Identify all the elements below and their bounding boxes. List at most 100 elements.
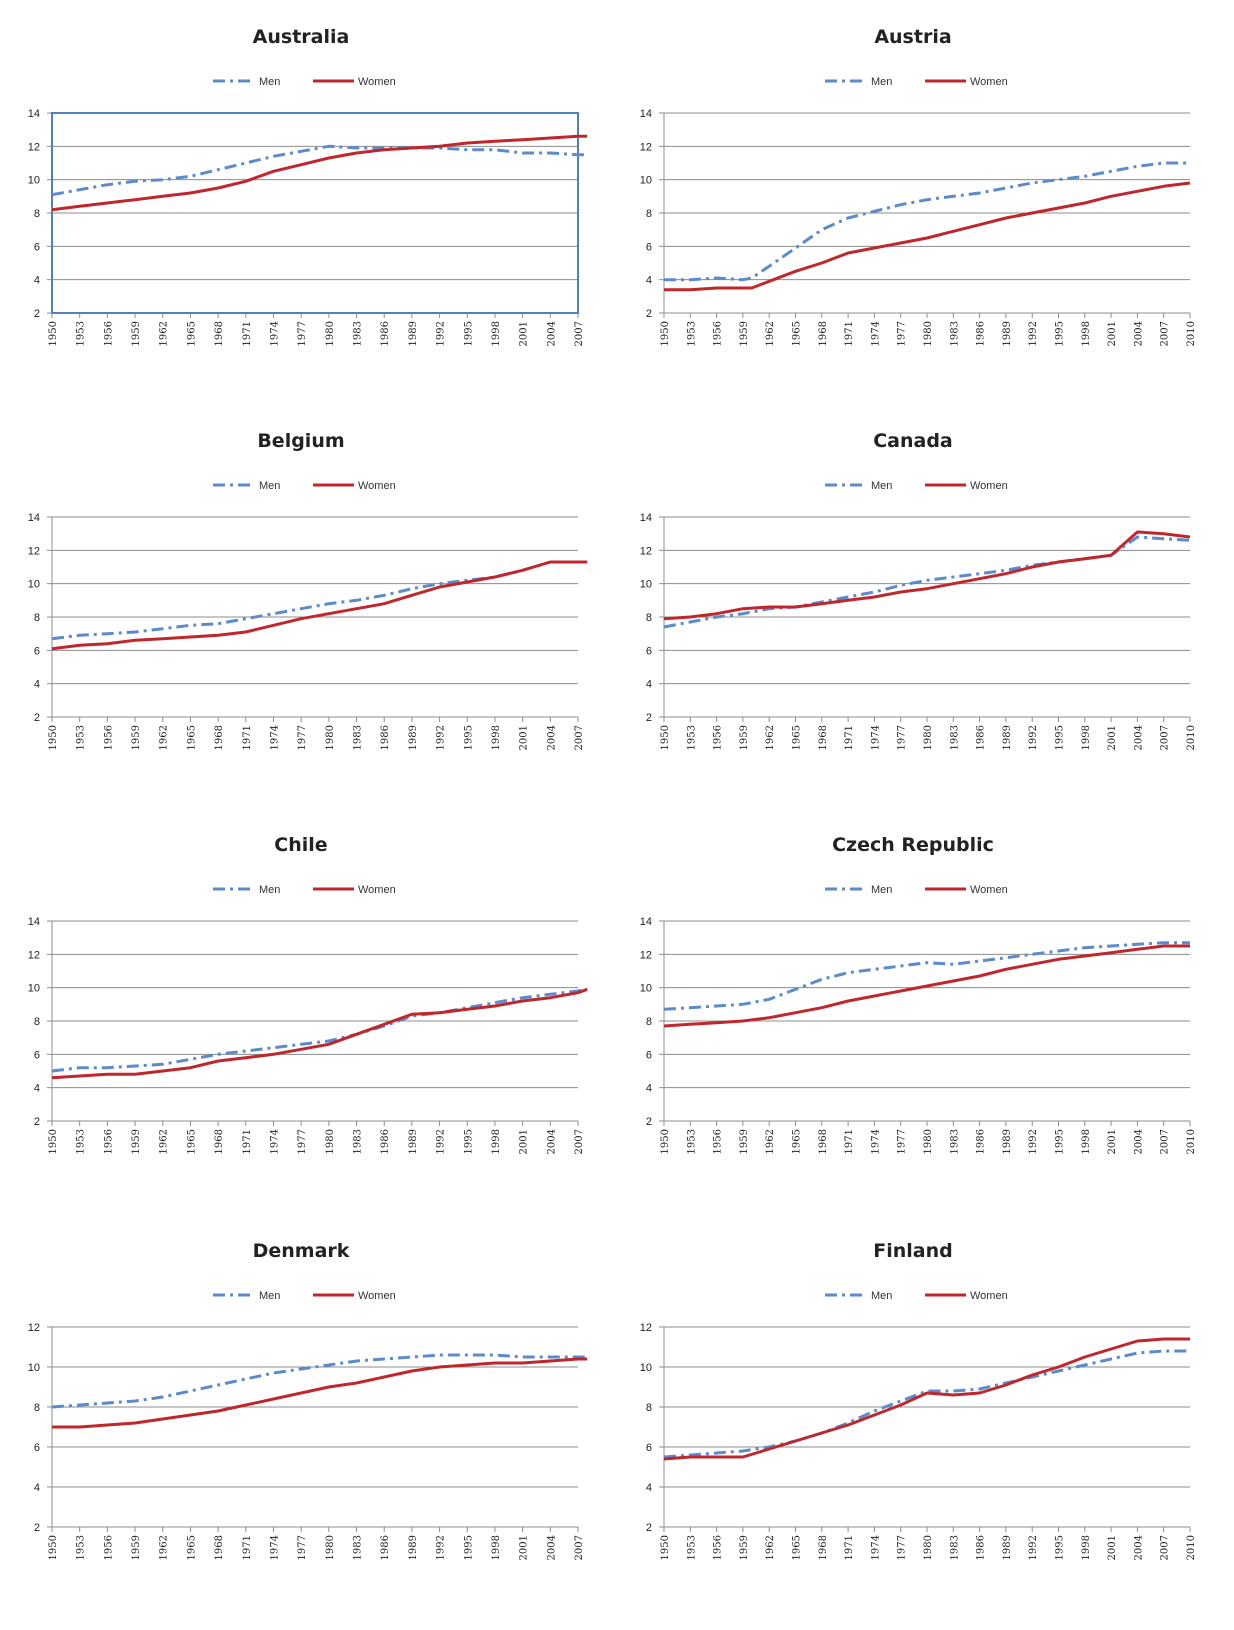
x-tick-label: 2001 (1107, 1535, 1118, 1560)
y-tick-label: 10 (640, 983, 652, 995)
legend-label-men: Men (259, 480, 280, 492)
y-tick-label: 10 (28, 1362, 40, 1374)
series-line-women (663, 1337, 1190, 1461)
x-tick-label: 1971 (242, 321, 253, 346)
x-tick-label: 1992 (436, 321, 447, 346)
x-tick-label: 2004 (546, 1535, 557, 1560)
x-tick-label: 1971 (242, 1535, 253, 1560)
x-tick-label: 2001 (519, 1535, 530, 1560)
y-tick-label: 8 (646, 612, 652, 624)
x-tick-label: 1983 (949, 725, 960, 750)
chart-title: Czech Republic (832, 834, 994, 856)
legend: Men Women (825, 1290, 1008, 1302)
x-tick-label: 1962 (159, 321, 170, 346)
legend-label-women: Women (970, 1290, 1008, 1302)
x-tick-label: 1956 (713, 725, 724, 750)
x-tick-label: 1983 (949, 321, 960, 346)
y-tick-label: 8 (34, 1402, 40, 1414)
y-tick-label: 8 (34, 612, 40, 624)
x-tick-label: 1998 (1081, 321, 1092, 346)
y-tick-label: 6 (646, 1442, 652, 1454)
y-tick-label: 2 (646, 712, 652, 724)
x-tick-label: 1974 (269, 725, 280, 750)
x-tick-label: 1986 (976, 1535, 987, 1560)
x-tick-label: 1953 (686, 725, 697, 750)
y-tick-label: 12 (640, 545, 652, 557)
legend-label-women: Women (358, 480, 396, 492)
x-tick-label: 1995 (463, 1535, 474, 1560)
y-tick-label: 6 (34, 1049, 40, 1061)
legend-label-women: Women (358, 76, 396, 88)
chart-svg: Austria Men Women 2 4 6 8 10 12 14 1950 1953 1956 195… (640, 26, 1197, 346)
x-tick-label: 1971 (844, 1535, 855, 1560)
x-tick-label: 1986 (976, 725, 987, 750)
x-tick-label: 1959 (739, 725, 750, 750)
chart-title: Chile (274, 834, 327, 856)
x-tick-label: 1965 (186, 321, 197, 346)
x-tick-label: 1950 (48, 1535, 59, 1560)
y-tick-label: 14 (640, 512, 652, 524)
chart-title: Canada (873, 430, 953, 452)
x-tick-label: 1983 (353, 321, 364, 346)
x-tick-label: 1980 (325, 1129, 336, 1154)
y-tick-label: 4 (646, 275, 652, 287)
y-tick-label: 14 (640, 916, 652, 928)
x-tick-label: 1974 (870, 321, 881, 346)
y-tick-label: 12 (640, 1322, 652, 1334)
x-tick-label: 1992 (436, 1129, 447, 1154)
x-tick-label: 1953 (76, 1535, 87, 1560)
legend-label-women: Women (970, 884, 1008, 896)
x-tick-label: 1986 (380, 725, 391, 750)
legend: Men Women (825, 480, 1008, 492)
x-tick-label: 1998 (1081, 725, 1092, 750)
legend-label-men: Men (871, 884, 892, 896)
x-tick-label: 1998 (491, 321, 502, 346)
x-tick-label: 1965 (792, 321, 803, 346)
series-line-women (51, 987, 588, 1080)
chart-title: Belgium (257, 430, 344, 452)
x-tick-label: 1968 (818, 725, 829, 750)
chart-title: Austria (874, 26, 951, 48)
x-tick-label: 2001 (519, 725, 530, 750)
x-tick-label: 1992 (1028, 725, 1039, 750)
x-tick-label: 1971 (242, 1129, 253, 1154)
y-tick-label: 2 (34, 1522, 40, 1534)
chart-title: Finland (873, 1240, 952, 1262)
x-tick-label: 1998 (1081, 1535, 1092, 1560)
y-tick-label: 4 (34, 275, 40, 287)
y-tick-label: 12 (640, 141, 652, 153)
series-line-men (51, 987, 588, 1073)
x-tick-label: 1953 (686, 1129, 697, 1154)
chart-panel-finland: Finland Men Women 2 4 6 8 10 12 1950 1953 1956 1959 1… (612, 1214, 1222, 1614)
y-tick-label: 2 (646, 308, 652, 320)
x-tick-label: 1998 (491, 1535, 502, 1560)
legend: Men Women (213, 76, 396, 88)
x-tick-label: 1962 (765, 725, 776, 750)
y-tick-label: 2 (34, 712, 40, 724)
chart-svg: Canada Men Women 2 4 6 8 10 12 14 1950 1953 1956 1959… (640, 430, 1197, 750)
y-tick-label: 8 (34, 208, 40, 220)
x-tick-label: 1995 (1055, 1129, 1066, 1154)
x-tick-label: 1980 (325, 1535, 336, 1560)
x-tick-label: 1995 (463, 321, 474, 346)
x-tick-label: 1995 (463, 1129, 474, 1154)
x-tick-label: 1950 (48, 321, 59, 346)
x-tick-label: 1962 (765, 1535, 776, 1560)
chart-panel-canada: Canada Men Women 2 4 6 8 10 12 14 1950 1953 1956 1959… (612, 404, 1222, 804)
x-tick-label: 1953 (76, 1129, 87, 1154)
x-tick-label: 1977 (297, 1129, 308, 1154)
y-tick-label: 2 (34, 308, 40, 320)
x-tick-label: 1956 (103, 1535, 114, 1560)
y-tick-label: 6 (34, 645, 40, 657)
legend-label-men: Men (259, 1290, 280, 1302)
chart-title: Denmark (253, 1240, 350, 1262)
x-tick-label: 1998 (1081, 1129, 1092, 1154)
y-tick-label: 12 (28, 545, 40, 557)
chart-panel-belgium: Belgium Men Women 2 4 6 8 10 12 14 1950 1953 1956 195… (0, 404, 610, 804)
x-tick-label: 1986 (380, 1535, 391, 1560)
chart-svg: Finland Men Women 2 4 6 8 10 12 1950 1953 1956 1959 1… (640, 1240, 1197, 1560)
x-tick-label: 1968 (214, 1129, 225, 1154)
chart-panel-austria: Austria Men Women 2 4 6 8 10 12 14 1950 1953 1956 195… (612, 0, 1222, 400)
y-tick-label: 8 (646, 1402, 652, 1414)
y-tick-label: 14 (28, 512, 40, 524)
